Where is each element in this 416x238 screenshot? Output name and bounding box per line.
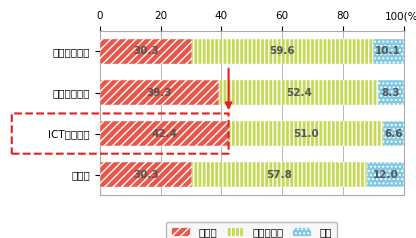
Bar [384, 121, 404, 146]
Bar [229, 121, 384, 146]
Text: 30.3: 30.3 [133, 170, 159, 180]
Text: 6.6: 6.6 [384, 129, 403, 139]
Bar [100, 121, 229, 146]
Text: 8.3: 8.3 [381, 88, 400, 98]
Bar [219, 80, 378, 105]
Text: 10.1: 10.1 [375, 46, 401, 56]
Bar [100, 80, 219, 105]
Text: 59.6: 59.6 [270, 46, 295, 56]
Bar [373, 39, 404, 64]
Text: 52.4: 52.4 [286, 88, 312, 98]
Text: 12.0: 12.0 [373, 170, 399, 180]
Bar [100, 162, 192, 187]
Text: 57.8: 57.8 [267, 170, 292, 180]
Text: 30.3: 30.3 [133, 46, 159, 56]
Bar [192, 162, 367, 187]
Text: 51.0: 51.0 [293, 129, 319, 139]
Bar [192, 39, 373, 64]
Legend: 増える, 変わらない, 減る: 増える, 変わらない, 減る [166, 222, 337, 238]
Text: 42.4: 42.4 [151, 129, 177, 139]
Text: 39.3: 39.3 [147, 88, 172, 98]
Bar [367, 162, 404, 187]
Bar [378, 80, 404, 105]
Bar [100, 39, 192, 64]
